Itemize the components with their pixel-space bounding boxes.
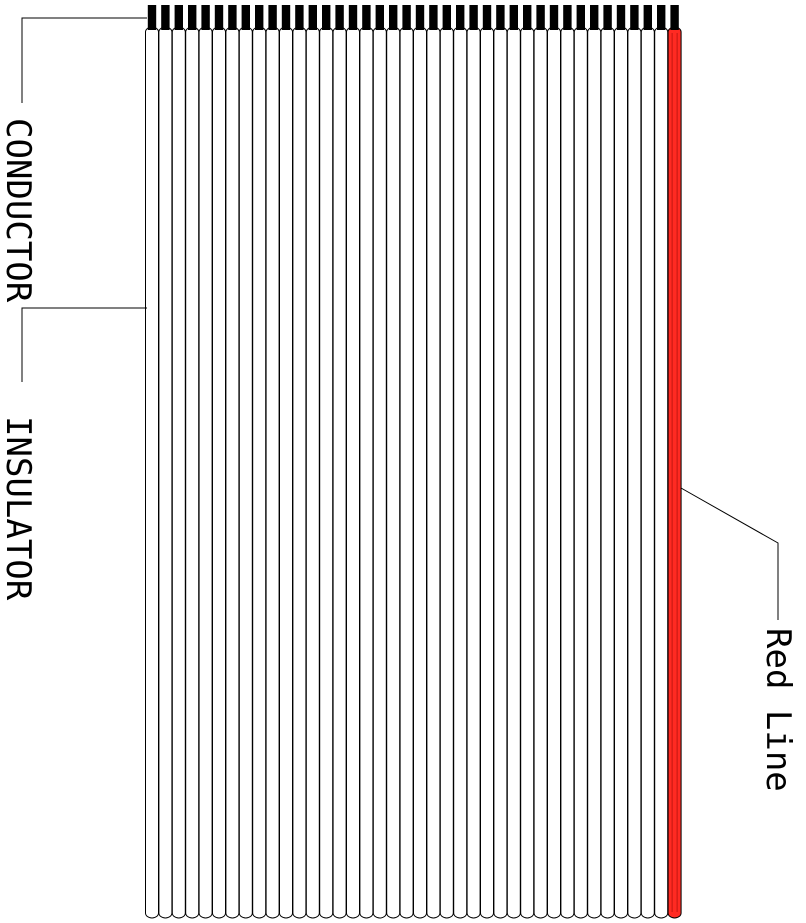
conductor-tip — [630, 5, 639, 30]
insulated-wire — [439, 26, 454, 919]
insulated-wire — [171, 26, 186, 919]
conductor-tip — [442, 5, 451, 30]
insulator-leader-line — [21, 307, 147, 382]
insulated-wire — [238, 26, 253, 919]
conductor-tip — [389, 5, 398, 30]
conductor-tip — [657, 5, 666, 30]
conductor-tip — [362, 5, 371, 30]
conductor-tip — [415, 5, 425, 30]
ribbon-cable-wires — [145, 26, 682, 919]
conductor-tip — [255, 5, 264, 30]
insulated-wire — [332, 26, 347, 919]
insulated-wire — [587, 26, 602, 919]
insulated-wire — [265, 26, 280, 919]
insulated-wire — [252, 26, 267, 919]
conductor-tip — [616, 5, 626, 30]
insulated-wire — [359, 26, 374, 919]
insulated-wire — [399, 26, 414, 919]
insulated-wire — [654, 26, 669, 919]
conductor-tip — [308, 5, 317, 30]
insulated-wire — [145, 26, 159, 919]
insulated-wire — [560, 26, 575, 919]
insulated-wire — [212, 26, 226, 919]
insulated-wire — [198, 26, 213, 919]
conductor-tip — [536, 5, 545, 30]
conductor-tip — [322, 5, 331, 30]
insulated-wire — [305, 26, 320, 919]
conductor-tip — [241, 5, 250, 30]
conductor-tip — [456, 5, 465, 30]
conductor-tip — [147, 5, 157, 30]
red-line-label: Red Line — [758, 628, 798, 792]
conductor-tip — [429, 5, 438, 30]
conductor-tip — [295, 5, 304, 30]
conductor-tip — [375, 5, 384, 30]
conductor-tip — [335, 5, 344, 30]
insulated-wire — [319, 26, 334, 919]
insulated-wire — [480, 26, 494, 919]
conductor-tip — [509, 5, 518, 30]
insulator-label: INSULATOR — [0, 416, 38, 601]
red-line-wire — [667, 26, 682, 919]
insulated-wire — [627, 26, 642, 919]
conductor-tip — [482, 5, 492, 30]
conductor-tip — [670, 5, 679, 30]
insulated-wire — [533, 26, 548, 919]
insulated-wire — [426, 26, 441, 919]
conductor-tip — [590, 5, 599, 30]
insulated-wire — [279, 26, 293, 919]
insulated-wire — [493, 26, 508, 919]
conductor-tip — [214, 5, 224, 30]
insulated-wire — [413, 26, 427, 919]
insulated-wire — [346, 26, 360, 919]
conductor-leader-line — [21, 17, 147, 103]
insulated-wire — [372, 26, 387, 919]
insulated-wire — [225, 26, 240, 919]
insulated-wire — [640, 26, 655, 919]
conductor-tip — [268, 5, 277, 30]
insulated-wire — [520, 26, 535, 919]
insulated-wire — [600, 26, 615, 919]
conductor-tip — [161, 5, 170, 30]
insulated-wire — [614, 26, 628, 919]
conductor-tip — [576, 5, 585, 30]
conductor-tip — [228, 5, 237, 30]
conductor-tip — [523, 5, 532, 30]
insulated-wire — [506, 26, 521, 919]
conductor-tip — [188, 5, 197, 30]
insulated-wire — [573, 26, 588, 919]
insulated-wire — [386, 26, 401, 919]
conductor-tip — [563, 5, 572, 30]
insulated-wire — [466, 26, 481, 919]
red-line-leader-line — [680, 487, 779, 620]
conductor-tip — [281, 5, 291, 30]
conductor-tip — [469, 5, 478, 30]
insulated-wire — [453, 26, 468, 919]
conductor-tip — [496, 5, 505, 30]
conductor-tip — [549, 5, 559, 30]
conductor-tip — [643, 5, 652, 30]
insulated-wire — [158, 26, 173, 919]
insulated-wire — [185, 26, 200, 919]
conductor-tip — [348, 5, 358, 30]
insulated-wire — [292, 26, 307, 919]
insulated-wire — [547, 26, 561, 919]
conductor-tip — [402, 5, 411, 30]
conductor-label: CONDUCTOR — [0, 118, 38, 303]
conductor-tip — [201, 5, 210, 30]
conductor-tip — [603, 5, 612, 30]
conductor-tip — [174, 5, 183, 30]
conductor-tips — [147, 5, 679, 30]
